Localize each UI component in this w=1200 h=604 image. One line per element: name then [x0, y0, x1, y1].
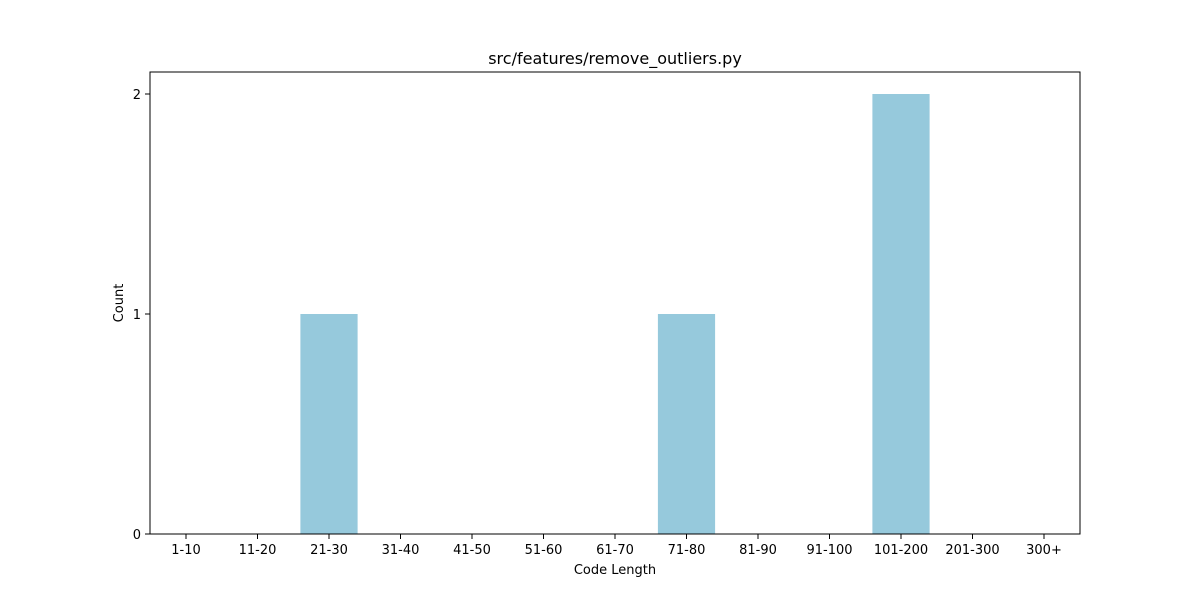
x-axis-ticks: 1-10 11-20 21-30 31-40 41-50 51-60 61-70 71-80 8… [171, 534, 1062, 558]
plot-area-frame [149, 71, 1081, 535]
x-tick-label: 61-70 [596, 543, 634, 558]
chart-title: src/features/remove_outliers.py [488, 49, 742, 69]
x-tick-label: 81-90 [739, 543, 777, 558]
x-tick-label: 21-30 [310, 543, 348, 558]
bar-101-200 [872, 94, 930, 534]
x-tick-label: 201-300 [945, 543, 999, 558]
x-tick-label: 101-200 [874, 543, 928, 558]
y-tick-label: 2 [133, 88, 141, 103]
bar-71-80 [657, 314, 716, 534]
bar-21-30 [300, 314, 358, 534]
y-tick-label: 1 [133, 308, 141, 323]
x-tick-label: 51-60 [525, 543, 563, 558]
x-tick-label: 31-40 [382, 543, 420, 558]
bars-group [300, 94, 930, 534]
y-axis-label: Count [112, 284, 127, 323]
x-tick-label: 41-50 [453, 543, 491, 558]
y-tick-label: 0 [133, 528, 141, 543]
x-tick-label: 71-80 [668, 543, 706, 558]
x-tick-label: 91-100 [806, 543, 852, 558]
x-tick-label: 11-20 [239, 543, 277, 558]
x-tick-label: 1-10 [171, 543, 201, 558]
y-axis-ticks: 0 1 2 [133, 88, 150, 543]
x-tick-label: 300+ [1026, 543, 1062, 558]
x-axis-label: Code Length [574, 563, 656, 578]
